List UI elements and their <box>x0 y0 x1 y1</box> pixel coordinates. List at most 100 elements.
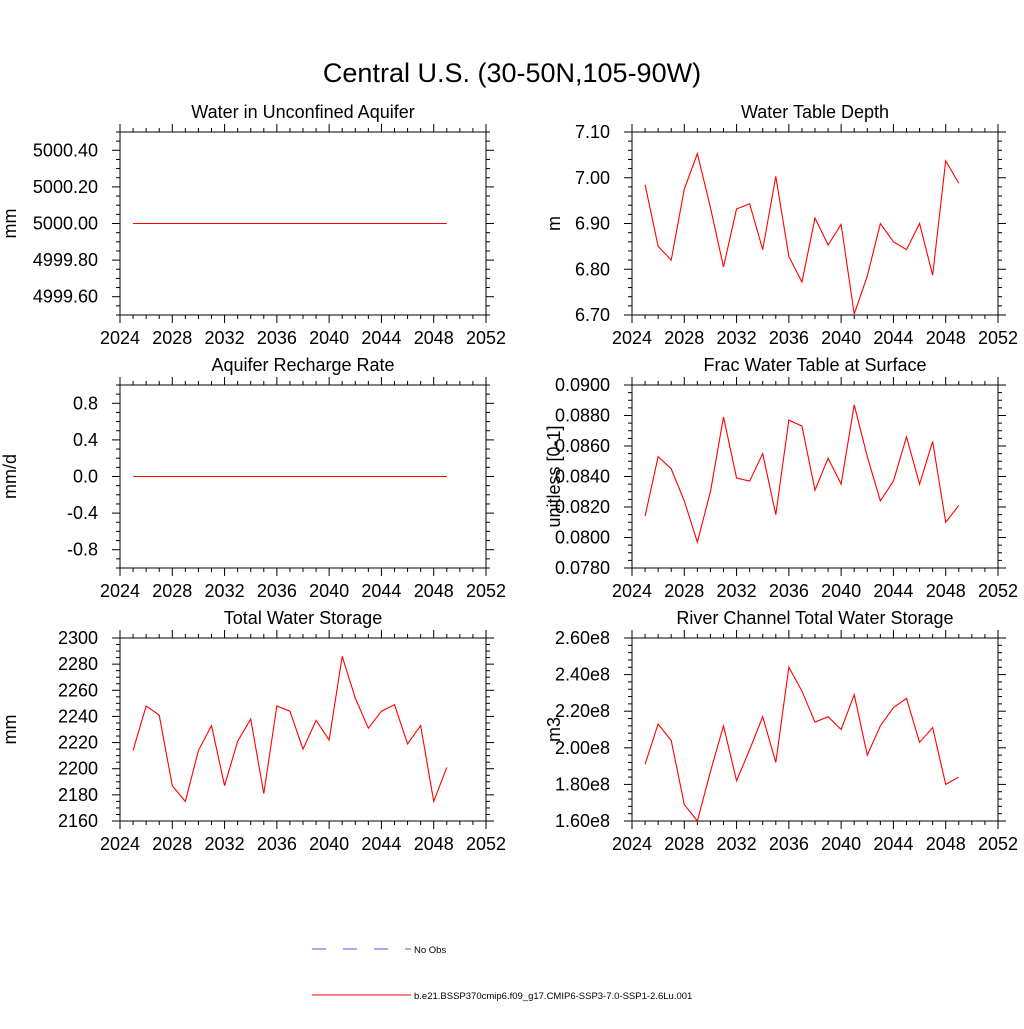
y-tick-label: 0.0800 <box>555 528 610 548</box>
y-axis-label: unitless [0-1] <box>544 425 564 527</box>
x-tick-label: 2044 <box>361 328 401 348</box>
y-tick-label: 1.80e8 <box>555 774 610 794</box>
y-tick-label: 7.00 <box>575 168 610 188</box>
figure-title: Central U.S. (30-50N,105-90W) <box>323 58 701 88</box>
x-tick-label: 2032 <box>717 834 757 854</box>
panel-title: Total Water Storage <box>224 608 382 628</box>
x-tick-label: 2028 <box>664 834 704 854</box>
plot-frame <box>631 637 999 822</box>
x-tick-label: 2036 <box>769 328 809 348</box>
panel: 2024 2028 2032 2036 2040 2044 2048 2052 6.70 6.80… <box>544 102 1018 348</box>
x-tick-label: 2024 <box>100 581 140 601</box>
y-tick-label: 2220 <box>58 733 98 753</box>
x-tick-label: 2028 <box>152 834 192 854</box>
x-tick-label: 2044 <box>361 581 401 601</box>
y-tick-label: 0.4 <box>73 430 98 450</box>
y-tick-label: 2200 <box>58 759 98 779</box>
y-tick-label: 2.60e8 <box>555 628 610 648</box>
x-tick-label: 2044 <box>873 581 913 601</box>
y-tick-label: 2180 <box>58 785 98 805</box>
x-tick-label: 2032 <box>717 328 757 348</box>
x-tick-label: 2052 <box>466 834 506 854</box>
y-tick-label: 6.90 <box>575 214 610 234</box>
y-tick-label: 5000.40 <box>33 140 98 160</box>
panel-title: Water in Unconfined Aquifer <box>191 102 414 122</box>
y-axis-label: m3 <box>544 717 564 742</box>
x-tick-label: 2028 <box>152 328 192 348</box>
y-tick-label: 2300 <box>58 628 98 648</box>
legend: No Obs b.e21.BSSP370cmip6.f09_g17.CMIP6-… <box>312 945 692 1002</box>
y-tick-label: 2.40e8 <box>555 665 610 685</box>
x-tick-label: 2032 <box>205 834 245 854</box>
x-tick-label: 2036 <box>769 834 809 854</box>
x-tick-label: 2052 <box>978 328 1018 348</box>
y-axis-label: m <box>544 216 564 231</box>
x-tick-label: 2044 <box>873 834 913 854</box>
x-tick-label: 2036 <box>769 581 809 601</box>
panel: 2024 2028 2032 2036 2040 2044 2048 2052 2160 2180… <box>0 608 506 854</box>
x-tick-label: 2052 <box>466 581 506 601</box>
y-tick-label: 0.8 <box>73 393 98 413</box>
y-axis-label: mm/d <box>0 454 20 499</box>
y-tick-label: 2280 <box>58 654 98 674</box>
y-tick-label: 6.70 <box>575 305 610 325</box>
x-tick-label: 2048 <box>926 834 966 854</box>
y-tick-label: 5000.00 <box>33 214 98 234</box>
x-tick-label: 2036 <box>257 581 297 601</box>
y-tick-label: 2240 <box>58 706 98 726</box>
panel-title: Aquifer Recharge Rate <box>211 355 394 375</box>
y-tick-label: 2160 <box>58 811 98 831</box>
y-tick-label: 5000.20 <box>33 177 98 197</box>
y-tick-label: -0.8 <box>67 540 98 560</box>
x-tick-label: 2024 <box>100 328 140 348</box>
x-tick-label: 2040 <box>309 581 349 601</box>
x-tick-label: 2032 <box>205 328 245 348</box>
x-tick-label: 2048 <box>414 328 454 348</box>
plot-frame <box>631 384 999 569</box>
y-tick-label: -0.4 <box>67 503 98 523</box>
x-tick-label: 2024 <box>612 328 652 348</box>
x-tick-label: 2032 <box>205 581 245 601</box>
series-line <box>132 656 448 804</box>
x-tick-label: 2024 <box>612 581 652 601</box>
x-tick-label: 2040 <box>821 581 861 601</box>
x-tick-label: 2036 <box>257 328 297 348</box>
y-axis-label: mm <box>0 715 20 745</box>
x-tick-label: 2040 <box>309 328 349 348</box>
y-tick-label: 0.0880 <box>555 406 610 426</box>
x-tick-label: 2052 <box>978 581 1018 601</box>
panel: 2024 2028 2032 2036 2040 2044 2048 2052 0.0780 0.… <box>544 355 1018 601</box>
panels: 2024 2028 2032 2036 2040 2044 2048 2052 4999.60 4… <box>0 102 1018 854</box>
x-tick-label: 2040 <box>309 834 349 854</box>
y-tick-label: 0.0 <box>73 467 98 487</box>
y-tick-label: 4999.80 <box>33 250 98 270</box>
x-tick-label: 2036 <box>257 834 297 854</box>
x-tick-label: 2052 <box>466 328 506 348</box>
x-tick-label: 2044 <box>361 834 401 854</box>
x-tick-label: 2032 <box>717 581 757 601</box>
x-tick-label: 2048 <box>926 328 966 348</box>
x-tick-label: 2040 <box>821 328 861 348</box>
panel: 2024 2028 2032 2036 2040 2044 2048 2052 4999.60 4… <box>0 102 506 348</box>
panel-title: Water Table Depth <box>741 102 889 122</box>
x-tick-label: 2048 <box>414 834 454 854</box>
y-tick-label: 4999.60 <box>33 287 98 307</box>
y-tick-label: 2.00e8 <box>555 738 610 758</box>
x-tick-label: 2028 <box>152 581 192 601</box>
y-tick-label: 0.0780 <box>555 558 610 578</box>
y-tick-label: 0.0860 <box>555 436 610 456</box>
series-line <box>644 151 960 315</box>
y-tick-label: 6.80 <box>575 259 610 279</box>
plot-frame <box>631 131 999 316</box>
x-tick-label: 2028 <box>664 328 704 348</box>
panel-title: River Channel Total Water Storage <box>676 608 953 628</box>
x-tick-label: 2048 <box>414 581 454 601</box>
series-line <box>644 665 960 823</box>
y-tick-label: 2.20e8 <box>555 701 610 721</box>
y-axis-label: mm <box>0 209 20 239</box>
x-tick-label: 2024 <box>612 834 652 854</box>
x-tick-label: 2028 <box>664 581 704 601</box>
y-tick-label: 1.60e8 <box>555 811 610 831</box>
